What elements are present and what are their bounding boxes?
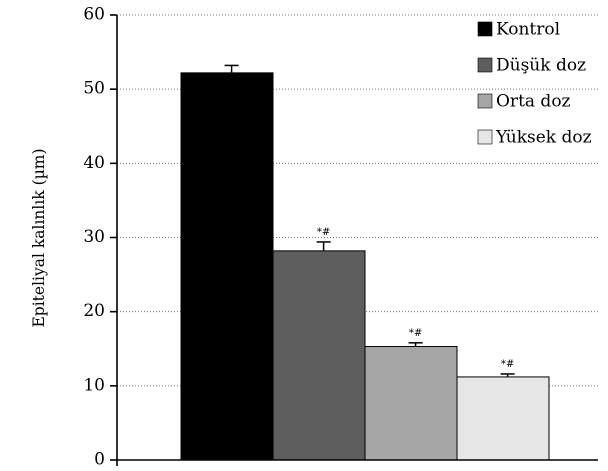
- legend: Kontrol Düşük doz Orta doz Yüksek doz: [477, 20, 592, 148]
- axes-group: [116, 15, 598, 466]
- legend-swatch-1: [477, 21, 493, 37]
- legend-swatch-3: [477, 93, 493, 109]
- y-tick-label-0: 0: [94, 450, 105, 470]
- annotations-group: *# *# *#: [317, 227, 514, 370]
- y-tick-label-40: 40: [83, 153, 105, 173]
- y-tick-label-10: 10: [83, 375, 105, 395]
- bar-1: [180, 72, 274, 461]
- bars-group: [180, 72, 550, 461]
- y-tick-label-30: 30: [83, 227, 105, 247]
- significance-annotation-2: *#: [317, 227, 330, 238]
- legend-label-3: Orta doz: [496, 92, 571, 112]
- y-tick-label-60: 60: [83, 5, 105, 25]
- y-axis-label: Epiteliyal kalınlık (µm): [30, 148, 48, 327]
- y-tick-label-50: 50: [83, 79, 105, 99]
- legend-label-1: Kontrol: [496, 20, 560, 40]
- significance-annotation-3: *#: [409, 328, 422, 339]
- bar-4: [456, 376, 550, 461]
- y-ticks-group: 0 10 20 30 40 50 60: [83, 5, 117, 470]
- bar-3: [364, 346, 458, 461]
- legend-label-2: Düşük doz: [496, 56, 586, 76]
- legend-swatch-4: [477, 129, 493, 145]
- error-bars-group: [224, 64, 515, 377]
- legend-label-4: Yüksek doz: [495, 128, 592, 148]
- y-tick-label-20: 20: [83, 301, 105, 321]
- legend-swatch-2: [477, 57, 493, 73]
- significance-annotation-4: *#: [501, 359, 514, 370]
- bar-2: [272, 250, 366, 461]
